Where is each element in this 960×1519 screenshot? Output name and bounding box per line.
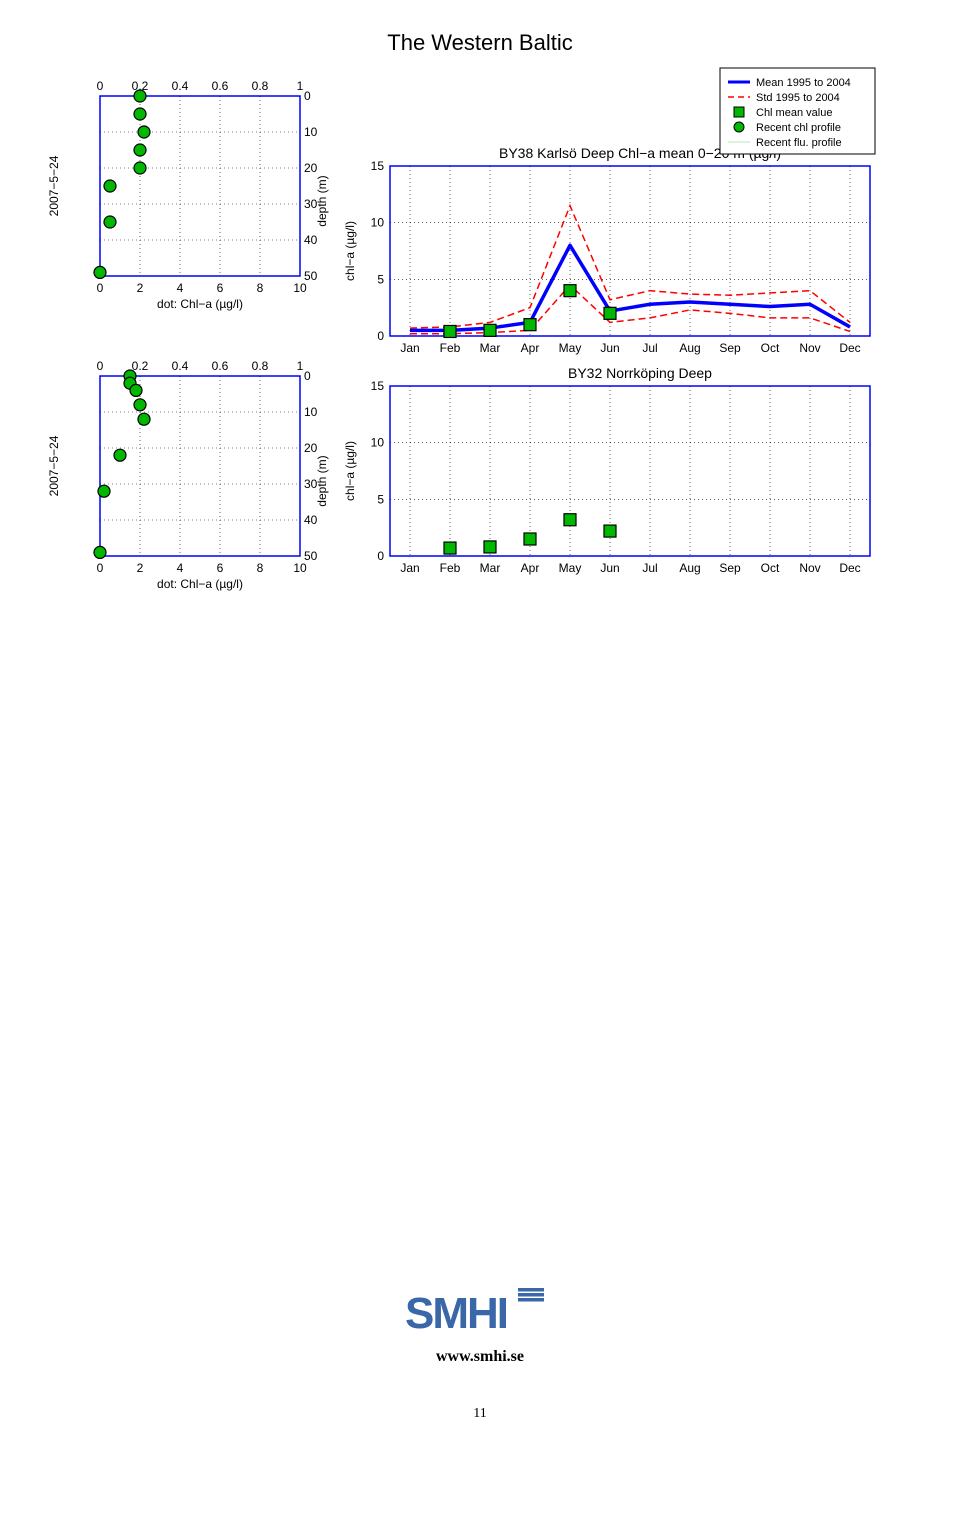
svg-text:dot: Chl−a (µg/l): dot: Chl−a (µg/l): [157, 297, 243, 311]
svg-text:1: 1: [297, 359, 304, 373]
svg-text:10: 10: [371, 436, 385, 450]
svg-text:chl−a (µg/l): chl−a (µg/l): [343, 221, 357, 281]
page-title: The Western Baltic: [0, 30, 960, 56]
svg-text:40: 40: [304, 233, 318, 247]
svg-text:0: 0: [97, 79, 104, 93]
svg-text:Aug: Aug: [679, 561, 700, 575]
svg-text:Recent chl profile: Recent chl profile: [756, 122, 841, 134]
svg-text:0: 0: [97, 281, 104, 295]
svg-text:Jun: Jun: [600, 561, 619, 575]
svg-text:20: 20: [304, 161, 318, 175]
svg-text:Std 1995 to 2004: Std 1995 to 2004: [756, 92, 840, 104]
svg-text:8: 8: [257, 561, 264, 575]
svg-text:dot: Chl−a (µg/l): dot: Chl−a (µg/l): [157, 577, 243, 591]
svg-text:Oct: Oct: [761, 561, 780, 575]
svg-text:0.6: 0.6: [212, 359, 229, 373]
svg-text:Nov: Nov: [799, 561, 820, 575]
svg-text:Feb: Feb: [440, 561, 461, 575]
svg-text:15: 15: [371, 159, 385, 173]
svg-text:5: 5: [377, 272, 384, 286]
svg-text:15: 15: [371, 379, 385, 393]
profile-chart-2: 0102030405000.20.40.60.810246810dot: Chl…: [40, 346, 330, 606]
svg-text:10: 10: [371, 216, 385, 230]
timeseries-chart-1: BY38 Karlsö Deep Chl−a mean 0−20 m (µg/l…: [330, 66, 890, 366]
svg-text:Jul: Jul: [642, 561, 657, 575]
svg-text:0.4: 0.4: [172, 359, 189, 373]
svg-text:Chl mean value: Chl mean value: [756, 107, 832, 119]
svg-text:BY32 Norrköping Deep: BY32 Norrköping Deep: [568, 365, 712, 381]
svg-text:0: 0: [304, 369, 311, 383]
svg-text:2: 2: [137, 281, 144, 295]
svg-text:SMHI: SMHI: [405, 1289, 507, 1338]
svg-text:4: 4: [177, 561, 184, 575]
svg-text:40: 40: [304, 513, 318, 527]
svg-text:8: 8: [257, 281, 264, 295]
svg-text:6: 6: [217, 281, 224, 295]
svg-text:10: 10: [304, 125, 318, 139]
page-number: 11: [0, 1406, 960, 1422]
svg-text:0.8: 0.8: [252, 359, 269, 373]
svg-text:chl−a (µg/l): chl−a (µg/l): [343, 441, 357, 501]
svg-text:5: 5: [377, 492, 384, 506]
svg-text:depth (m): depth (m): [315, 455, 329, 506]
svg-text:0.6: 0.6: [212, 79, 229, 93]
svg-text:0: 0: [304, 89, 311, 103]
svg-text:0: 0: [97, 359, 104, 373]
svg-text:0: 0: [97, 561, 104, 575]
svg-text:2: 2: [137, 561, 144, 575]
svg-text:depth (m): depth (m): [315, 175, 329, 226]
svg-text:May: May: [559, 561, 582, 575]
timeseries-chart-2: BY32 Norrköping Deep 0 5 10 15 Jan Feb Mar Apr Ma…: [330, 346, 890, 606]
svg-text:2007−5−24: 2007−5−24: [47, 155, 61, 216]
svg-text:Mar: Mar: [480, 561, 501, 575]
smhi-logo: SMHI: [405, 1286, 555, 1341]
svg-text:Recent flu. profile: Recent flu. profile: [756, 137, 842, 149]
svg-text:Sep: Sep: [719, 561, 741, 575]
svg-text:0.2: 0.2: [132, 359, 149, 373]
svg-text:Apr: Apr: [521, 561, 540, 575]
svg-text:0.8: 0.8: [252, 79, 269, 93]
svg-text:4: 4: [177, 281, 184, 295]
svg-text:Mean 1995 to 2004: Mean 1995 to 2004: [756, 77, 851, 89]
svg-text:20: 20: [304, 441, 318, 455]
svg-text:0: 0: [377, 329, 384, 343]
svg-text:10: 10: [293, 561, 307, 575]
svg-text:0.4: 0.4: [172, 79, 189, 93]
profile-chart-1: 0102030405000.20.40.60.810246810dot: Chl…: [40, 66, 330, 326]
svg-text:6: 6: [217, 561, 224, 575]
svg-text:Dec: Dec: [839, 561, 860, 575]
footer-url: www.smhi.se: [0, 1348, 960, 1366]
svg-text:10: 10: [304, 405, 318, 419]
svg-text:10: 10: [293, 281, 307, 295]
svg-text:Jan: Jan: [400, 561, 419, 575]
svg-text:1: 1: [297, 79, 304, 93]
svg-text:2007−5−24: 2007−5−24: [47, 435, 61, 496]
svg-text:0: 0: [377, 549, 384, 563]
